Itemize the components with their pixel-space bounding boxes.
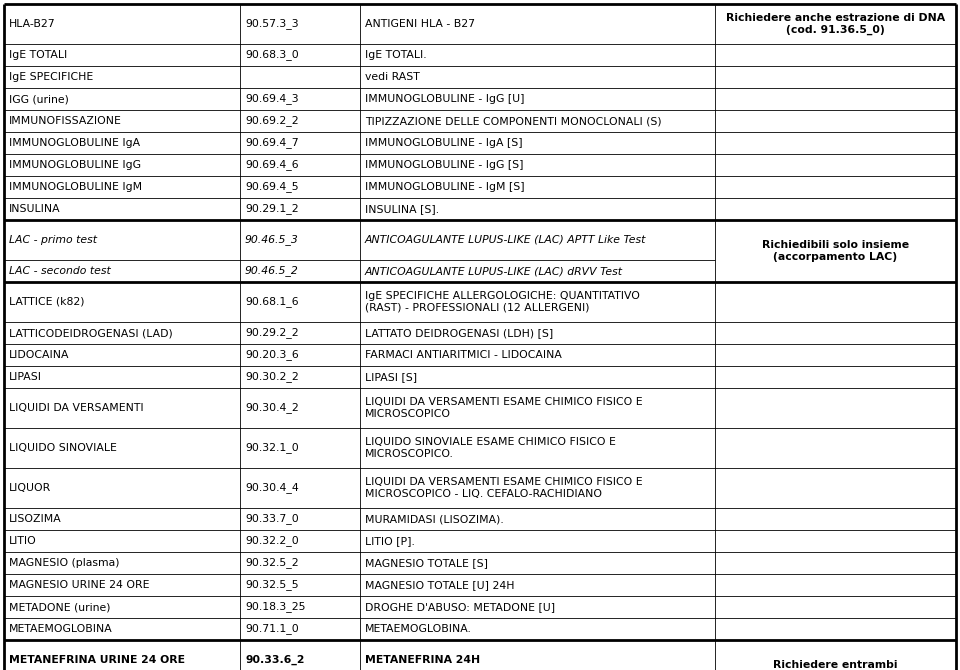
Text: LIQUIDO SINOVIALE: LIQUIDO SINOVIALE	[9, 443, 117, 453]
Text: METADONE (urine): METADONE (urine)	[9, 602, 110, 612]
Text: LAC - secondo test: LAC - secondo test	[9, 266, 110, 276]
Text: 90.20.3_6: 90.20.3_6	[245, 350, 299, 360]
Text: 90.32.5_2: 90.32.5_2	[245, 557, 299, 568]
Text: LIDOCAINA: LIDOCAINA	[9, 350, 69, 360]
Text: LIQUIDI DA VERSAMENTI ESAME CHIMICO FISICO E
MICROSCOPICO: LIQUIDI DA VERSAMENTI ESAME CHIMICO FISI…	[365, 397, 642, 419]
Text: METAEMOGLOBINA.: METAEMOGLOBINA.	[365, 624, 472, 634]
Text: LITIO [P].: LITIO [P].	[365, 536, 415, 546]
Text: MAGNESIO TOTALE [S]: MAGNESIO TOTALE [S]	[365, 558, 488, 568]
Text: LAC - primo test: LAC - primo test	[9, 235, 97, 245]
Text: MURAMIDASI (LISOZIMA).: MURAMIDASI (LISOZIMA).	[365, 514, 504, 524]
Text: IMMUNOGLOBULINE - IgA [S]: IMMUNOGLOBULINE - IgA [S]	[365, 138, 522, 148]
Text: LITIO: LITIO	[9, 536, 36, 546]
Text: vedi RAST: vedi RAST	[365, 72, 420, 82]
Text: MAGNESIO URINE 24 ORE: MAGNESIO URINE 24 ORE	[9, 580, 150, 590]
Text: Richiedere anche estrazione di DNA
(cod. 91.36.5_0): Richiedere anche estrazione di DNA (cod.…	[726, 13, 945, 35]
Text: 90.69.4_6: 90.69.4_6	[245, 159, 299, 170]
Text: 90.68.3_0: 90.68.3_0	[245, 50, 299, 60]
Text: MAGNESIO TOTALE [U] 24H: MAGNESIO TOTALE [U] 24H	[365, 580, 515, 590]
Text: IMMUNOGLOBULINE - IgG [S]: IMMUNOGLOBULINE - IgG [S]	[365, 160, 523, 170]
Text: 90.69.4_3: 90.69.4_3	[245, 94, 299, 105]
Text: LATTATO DEIDROGENASI (LDH) [S]: LATTATO DEIDROGENASI (LDH) [S]	[365, 328, 553, 338]
Text: HLA-B27: HLA-B27	[9, 19, 56, 29]
Text: IMMUNOGLOBULINE IgM: IMMUNOGLOBULINE IgM	[9, 182, 142, 192]
Text: Richiedibili solo insieme
(accorpamento LAC): Richiedibili solo insieme (accorpamento …	[762, 241, 909, 262]
Text: IMMUNOGLOBULINE - IgM [S]: IMMUNOGLOBULINE - IgM [S]	[365, 182, 524, 192]
Text: 90.29.1_2: 90.29.1_2	[245, 204, 299, 214]
Text: IgE TOTALI.: IgE TOTALI.	[365, 50, 426, 60]
Text: 90.57.3_3: 90.57.3_3	[245, 19, 299, 29]
Text: FARMACI ANTIARITMICI - LIDOCAINA: FARMACI ANTIARITMICI - LIDOCAINA	[365, 350, 562, 360]
Text: ANTICOAGULANTE LUPUS-LIKE (LAC) dRVV Test: ANTICOAGULANTE LUPUS-LIKE (LAC) dRVV Tes…	[365, 266, 623, 276]
Text: LIQUIDI DA VERSAMENTI ESAME CHIMICO FISICO E
MICROSCOPICO - LIQ. CEFALO-RACHIDIA: LIQUIDI DA VERSAMENTI ESAME CHIMICO FISI…	[365, 477, 642, 498]
Text: DROGHE D'ABUSO: METADONE [U]: DROGHE D'ABUSO: METADONE [U]	[365, 602, 555, 612]
Text: LATTICODEIDROGENASI (LAD): LATTICODEIDROGENASI (LAD)	[9, 328, 173, 338]
Text: LATTICE (k82): LATTICE (k82)	[9, 297, 84, 307]
Text: 90.68.1_6: 90.68.1_6	[245, 297, 299, 308]
Text: LIPASI: LIPASI	[9, 372, 42, 382]
Text: IGG (urine): IGG (urine)	[9, 94, 69, 104]
Text: 90.33.6_2: 90.33.6_2	[245, 655, 304, 665]
Text: LIQUIDI DA VERSAMENTI: LIQUIDI DA VERSAMENTI	[9, 403, 144, 413]
Text: LIPASI [S]: LIPASI [S]	[365, 372, 418, 382]
Text: METAEMOGLOBINA: METAEMOGLOBINA	[9, 624, 112, 634]
Text: IMMUNOGLOBULINE IgA: IMMUNOGLOBULINE IgA	[9, 138, 140, 148]
Text: INSULINA: INSULINA	[9, 204, 60, 214]
Text: 90.30.4_2: 90.30.4_2	[245, 403, 299, 413]
Text: 90.30.2_2: 90.30.2_2	[245, 372, 299, 383]
Text: METANEFRINA 24H: METANEFRINA 24H	[365, 655, 480, 665]
Text: TIPIZZAZIONE DELLE COMPONENTI MONOCLONALI (S): TIPIZZAZIONE DELLE COMPONENTI MONOCLONAL…	[365, 116, 661, 126]
Text: LIQUOR: LIQUOR	[9, 483, 51, 493]
Text: IgE SPECIFICHE ALLERGOLOGICHE: QUANTITATIVO
(RAST) - PROFESSIONALI (12 ALLERGENI: IgE SPECIFICHE ALLERGOLOGICHE: QUANTITAT…	[365, 291, 640, 313]
Text: IgE TOTALI: IgE TOTALI	[9, 50, 67, 60]
Text: Richiedere entrambi
(accorpamento UMETA): Richiedere entrambi (accorpamento UMETA)	[764, 660, 907, 670]
Text: LISOZIMA: LISOZIMA	[9, 514, 61, 524]
Text: IMMUNOGLOBULINE IgG: IMMUNOGLOBULINE IgG	[9, 160, 141, 170]
Text: ANTIGENI HLA - B27: ANTIGENI HLA - B27	[365, 19, 475, 29]
Text: 90.46.5_2: 90.46.5_2	[245, 265, 299, 277]
Text: METANEFRINA URINE 24 ORE: METANEFRINA URINE 24 ORE	[9, 655, 185, 665]
Text: LIQUIDO SINOVIALE ESAME CHIMICO FISICO E
MICROSCOPICO.: LIQUIDO SINOVIALE ESAME CHIMICO FISICO E…	[365, 438, 616, 459]
Text: 90.46.5_3: 90.46.5_3	[245, 234, 299, 245]
Text: 90.69.2_2: 90.69.2_2	[245, 115, 299, 127]
Text: ANTICOAGULANTE LUPUS-LIKE (LAC) APTT Like Test: ANTICOAGULANTE LUPUS-LIKE (LAC) APTT Lik…	[365, 235, 646, 245]
Text: 90.33.7_0: 90.33.7_0	[245, 513, 299, 525]
Text: 90.32.1_0: 90.32.1_0	[245, 443, 299, 454]
Text: 90.32.5_5: 90.32.5_5	[245, 580, 299, 590]
Text: 90.32.2_0: 90.32.2_0	[245, 535, 299, 547]
Text: INSULINA [S].: INSULINA [S].	[365, 204, 439, 214]
Text: IMMUNOGLOBULINE - IgG [U]: IMMUNOGLOBULINE - IgG [U]	[365, 94, 524, 104]
Text: 90.69.4_7: 90.69.4_7	[245, 137, 299, 149]
Text: 90.18.3_25: 90.18.3_25	[245, 602, 305, 612]
Text: 90.29.2_2: 90.29.2_2	[245, 328, 299, 338]
Text: 90.30.4_4: 90.30.4_4	[245, 482, 299, 493]
Text: MAGNESIO (plasma): MAGNESIO (plasma)	[9, 558, 119, 568]
Text: 90.71.1_0: 90.71.1_0	[245, 624, 299, 634]
Text: IMMUNOFISSAZIONE: IMMUNOFISSAZIONE	[9, 116, 122, 126]
Text: IgE SPECIFICHE: IgE SPECIFICHE	[9, 72, 93, 82]
Text: 90.69.4_5: 90.69.4_5	[245, 182, 299, 192]
